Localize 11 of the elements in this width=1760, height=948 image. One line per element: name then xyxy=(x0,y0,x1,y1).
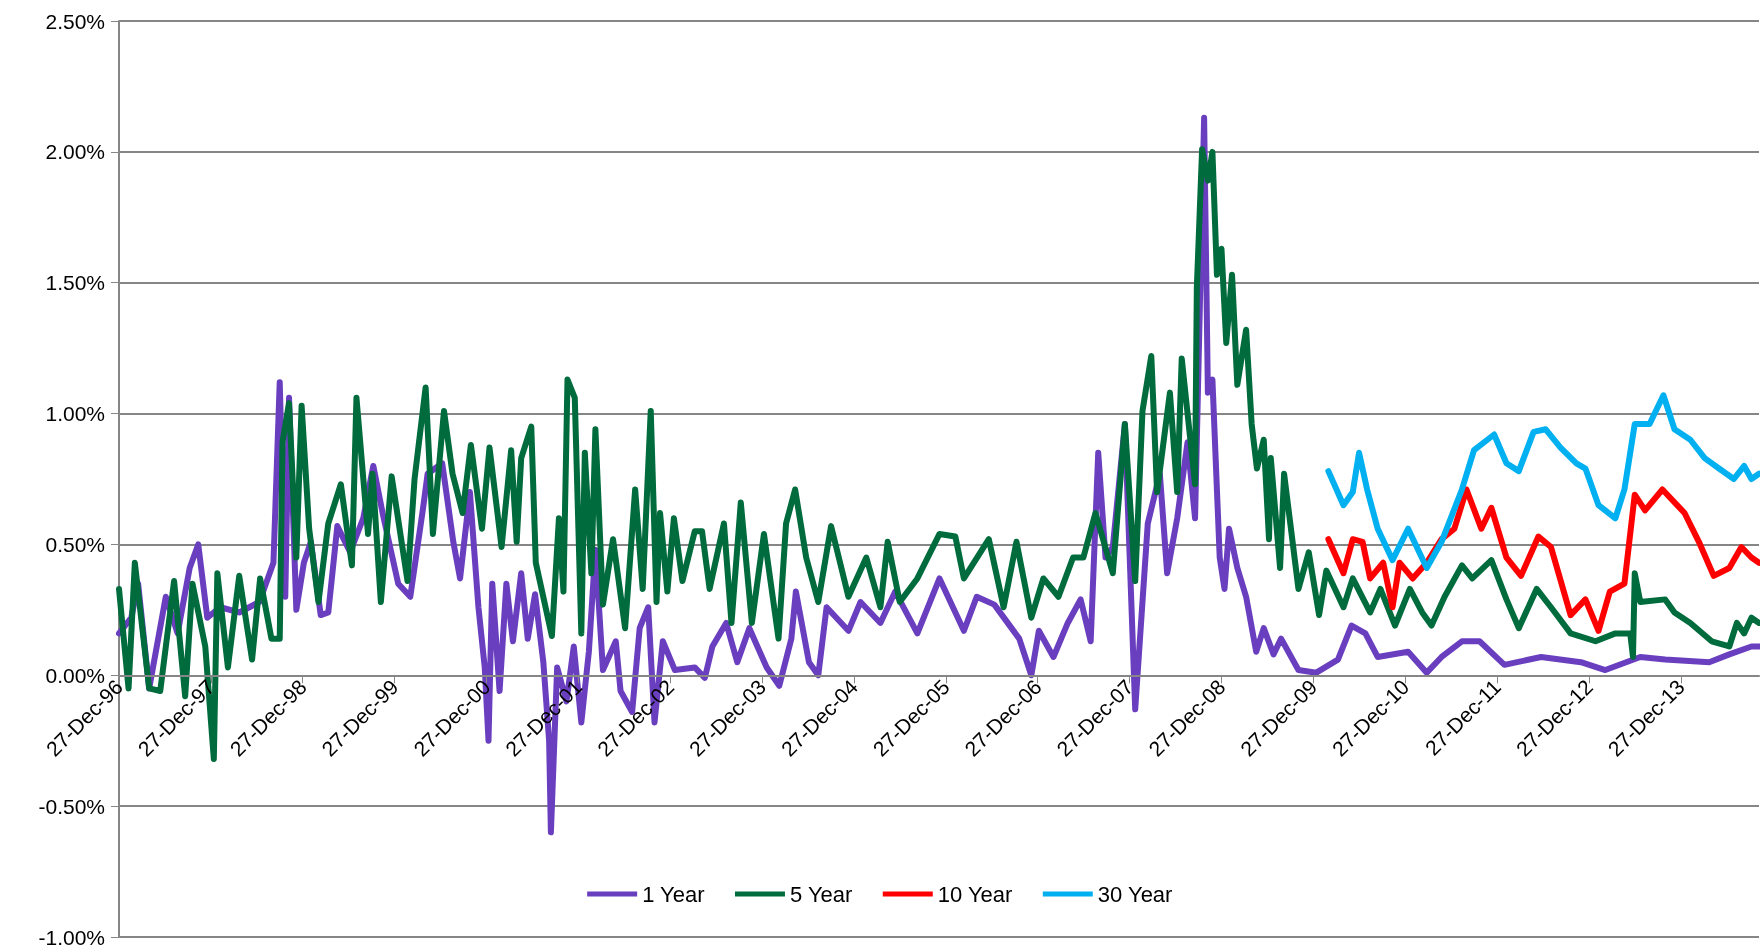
y-tick-label: -1.00% xyxy=(38,925,105,948)
legend-label: 5 Year xyxy=(789,881,853,907)
y-tick-label: 2.00% xyxy=(45,140,105,164)
y-tick-label: -0.50% xyxy=(38,794,105,818)
y-tick-label: 2.50% xyxy=(45,9,105,33)
legend-label: 30 Year xyxy=(1097,881,1173,907)
legend-label: 1 Year xyxy=(642,881,705,907)
y-tick-label: 1.50% xyxy=(45,271,105,295)
y-tick-label: 0.50% xyxy=(45,532,105,556)
legend-label: 10 Year xyxy=(937,881,1013,907)
y-tick-label: 1.00% xyxy=(45,402,105,426)
